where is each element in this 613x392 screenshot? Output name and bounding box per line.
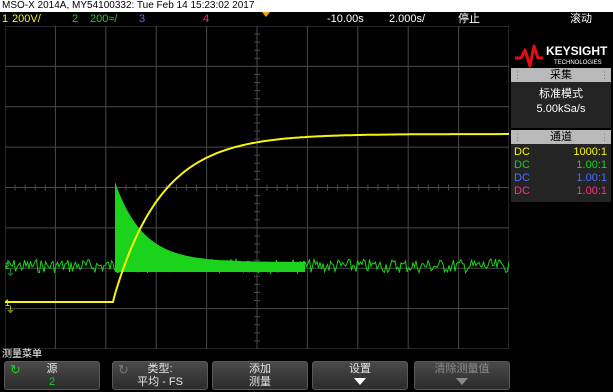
add-label: 添加 <box>249 363 271 375</box>
right-sidebar: KEYSIGHT TECHNOLOGIES ⋮ 采集 ⋮ 标准模式 5.00kS… <box>511 26 613 349</box>
measure-menu-title: 测量菜单 <box>2 349 42 360</box>
ch2-scale[interactable]: 200≈/ <box>90 13 118 25</box>
submenu-arrow-icon <box>456 378 468 385</box>
ch4-probe-ratio: 1.00:1 <box>576 185 607 197</box>
ch4-number[interactable]: 4 <box>203 13 210 25</box>
ch3-number[interactable]: 3 <box>139 13 146 25</box>
acquire-panel-header[interactable]: ⋮ 采集 ⋮ <box>511 68 611 82</box>
ch2-number[interactable]: 2 <box>72 13 79 25</box>
channel-title: 通道 <box>550 131 572 143</box>
acquire-title: 采集 <box>550 69 572 81</box>
ch1-scale[interactable]: 200V/ <box>12 13 41 25</box>
ch2-decay-envelope <box>115 182 305 272</box>
settings-label: 设置 <box>349 363 371 375</box>
waveform-display[interactable]: 2 ⏚ 1 ⏚ <box>5 26 509 349</box>
rotate-knob-icon: ↻ <box>118 362 129 377</box>
trigger-position-marker <box>262 12 270 17</box>
channel-row: DC 1.00:1 <box>513 185 609 197</box>
ch2-waveform <box>5 257 509 275</box>
channel-row: DC 1.00:1 <box>513 159 609 171</box>
ch1-ground-marker: 1 ⏚ <box>5 298 15 316</box>
svg-text:1: 1 <box>5 298 10 308</box>
horizontal-delay[interactable]: -10.00s <box>327 13 364 25</box>
type-softkey[interactable]: ↻ 类型: 平均 - FS <box>112 361 208 390</box>
ch1-coupling: DC <box>514 146 530 158</box>
ch1-number[interactable]: 1 <box>2 13 9 25</box>
ch3-probe-ratio: 1.00:1 <box>576 172 607 184</box>
ch1-waveform <box>5 133 509 303</box>
svg-text:⏚: ⏚ <box>6 305 15 316</box>
svg-text:TECHNOLOGIES: TECHNOLOGIES <box>554 60 602 66</box>
ch4-coupling: DC <box>514 185 530 197</box>
add-sublabel: 测量 <box>249 376 271 388</box>
rotate-knob-icon: ↻ <box>10 362 21 377</box>
add-measurement-softkey[interactable]: 添加 测量 <box>212 361 308 390</box>
channel-panel-header[interactable]: ⋮ 通道 ⋮ <box>511 130 611 144</box>
svg-text:KEYSIGHT: KEYSIGHT <box>546 44 608 58</box>
type-label: 类型: <box>147 363 173 375</box>
channel-row: DC 1000:1 <box>513 146 609 158</box>
type-value: 平均 - FS <box>137 376 183 388</box>
acquire-mode: 标准模式 <box>539 88 583 100</box>
timebase[interactable]: 2.000s/ <box>389 13 426 25</box>
svg-text:⏚: ⏚ <box>6 268 15 279</box>
instrument-title: MSO-X 2014A, MY54100332: Tue Feb 14 15:2… <box>2 0 255 11</box>
acquire-panel: 标准模式 5.00kSa/s <box>511 82 611 128</box>
channel-row: DC 1.00:1 <box>513 172 609 184</box>
run-state: 停止 <box>458 13 480 25</box>
svg-text:2: 2 <box>5 261 10 271</box>
clear-measurements-softkey[interactable]: 清除测量值 <box>414 361 510 390</box>
channel-status-bar: 1 200V/ 2 200≈/ 3 4 -10.00s 2.000s/ 停止 滚… <box>0 12 613 26</box>
keysight-logo: KEYSIGHT TECHNOLOGIES <box>515 44 608 68</box>
settings-softkey[interactable]: 设置 <box>312 361 408 390</box>
sample-rate: 5.00kSa/s <box>536 103 586 115</box>
source-value: 2 <box>48 376 56 388</box>
ch3-coupling: DC <box>514 172 530 184</box>
softkey-bar: ↻ 源 2 ↻ 类型: 平均 - FS 添加 测量 设置 清除测量值 <box>0 361 613 392</box>
ch2-probe-ratio: 1.00:1 <box>576 159 607 171</box>
ch2-ground-marker: 2 ⏚ <box>5 261 15 279</box>
ch1-probe-ratio: 1000:1 <box>573 146 607 158</box>
source-softkey[interactable]: ↻ 源 2 <box>4 361 100 390</box>
channel-panel: DC 1000:1 DC 1.00:1 DC 1.00:1 DC 1.00:1 <box>511 144 611 202</box>
clear-label: 清除测量值 <box>434 363 490 375</box>
ch2-coupling: DC <box>514 159 530 171</box>
source-label: 源 <box>46 363 58 375</box>
acquisition-mode: 滚动 <box>570 13 592 25</box>
instrument-info-bar: MSO-X 2014A, MY54100332: Tue Feb 14 15:2… <box>0 0 613 12</box>
submenu-arrow-icon <box>354 378 366 385</box>
